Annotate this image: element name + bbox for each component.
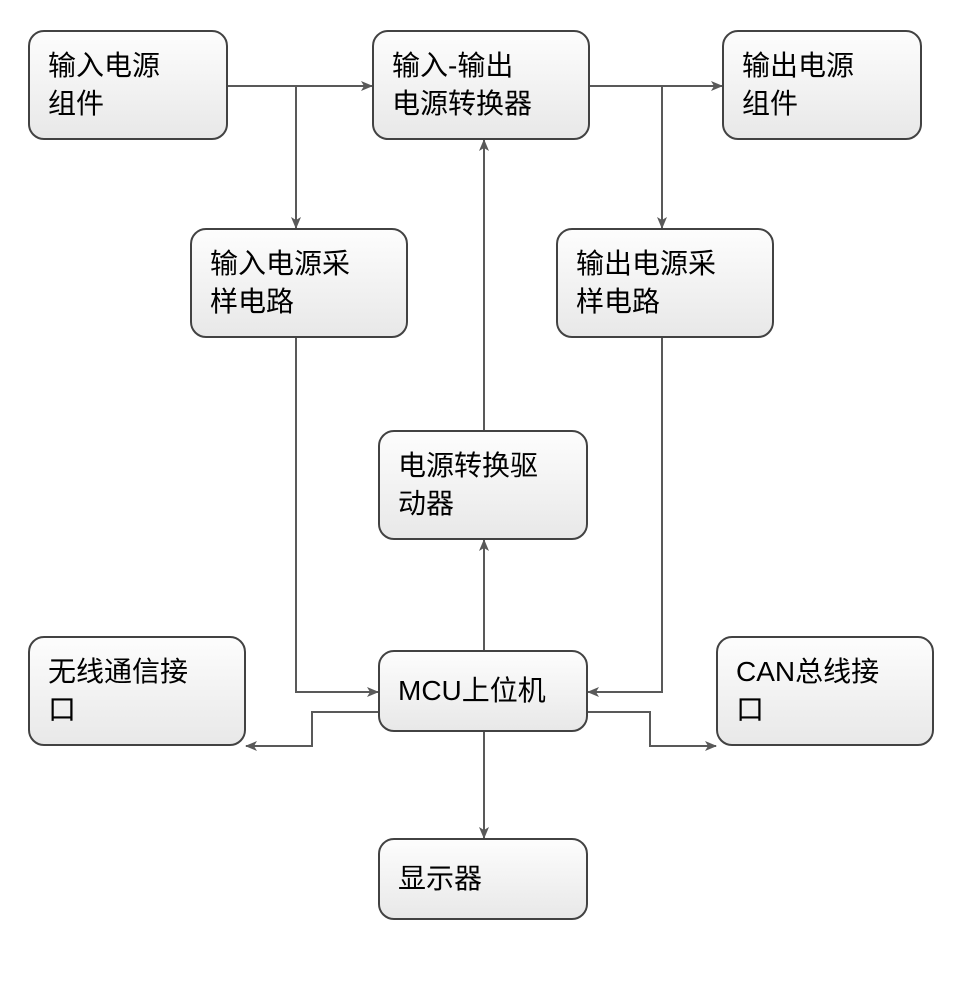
node-wireless: 无线通信接口 (28, 636, 246, 746)
edge-output_sample-to-mcu (588, 338, 662, 692)
node-label: 输入电源采样电路 (210, 245, 388, 321)
node-label: 输入-输出电源转换器 (392, 47, 570, 123)
node-output_power: 输出电源组件 (722, 30, 922, 140)
node-output_sample: 输出电源采样电路 (556, 228, 774, 338)
node-input_sample: 输入电源采样电路 (190, 228, 408, 338)
node-can: CAN总线接口 (716, 636, 934, 746)
node-label: CAN总线接口 (736, 653, 914, 729)
edge-mcu-to-can (588, 712, 716, 746)
node-mcu: MCU上位机 (378, 650, 588, 732)
node-label: 输出电源采样电路 (576, 245, 754, 321)
node-input_power: 输入电源组件 (28, 30, 228, 140)
edge-input_sample-to-mcu (296, 338, 378, 692)
node-display: 显示器 (378, 838, 588, 920)
node-label: MCU上位机 (398, 672, 568, 710)
node-label: 无线通信接口 (48, 653, 226, 729)
diagram-canvas: 输入电源组件 输入-输出电源转换器 输出电源组件输入电源采样电路 输出电源采样电路电源… (0, 0, 958, 1000)
node-label: 电源转换驱动器 (398, 447, 568, 523)
node-label: 输出电源组件 (742, 47, 902, 123)
node-io_converter: 输入-输出电源转换器 (372, 30, 590, 140)
edge-mcu-to-wireless (246, 712, 378, 746)
node-driver: 电源转换驱动器 (378, 430, 588, 540)
node-label: 输入电源组件 (48, 47, 208, 123)
node-label: 显示器 (398, 860, 568, 898)
